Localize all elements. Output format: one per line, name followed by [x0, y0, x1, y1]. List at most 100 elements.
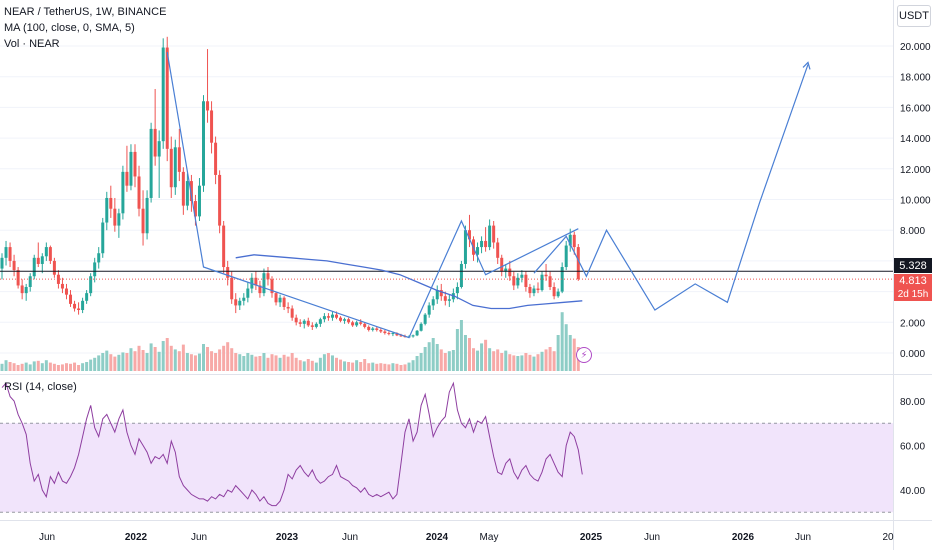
rsi-tick-label: 80.00: [900, 397, 925, 408]
volume-legend[interactable]: Vol · NEAR: [4, 38, 60, 50]
volume-bar: [480, 343, 484, 371]
volume-bar: [347, 362, 351, 371]
volume-bar: [488, 348, 492, 371]
lightning-icon[interactable]: ⚡: [576, 347, 592, 363]
time-tick-label: Jun: [644, 532, 660, 543]
volume-bar: [427, 342, 431, 371]
volume-bar: [52, 363, 56, 371]
time-tick-label: Jun: [191, 532, 207, 543]
candle-body: [20, 285, 24, 294]
volume-bar: [181, 344, 185, 371]
candle-body: [560, 267, 564, 292]
volume-bar: [472, 348, 476, 371]
candle-body: [133, 151, 137, 177]
currency-button[interactable]: USDT: [897, 5, 931, 27]
candle-body: [246, 288, 250, 298]
candle-body: [419, 323, 423, 331]
candle-body: [387, 333, 391, 335]
candle-body: [149, 128, 153, 198]
volume-bar: [77, 365, 81, 371]
volume-bar: [206, 347, 210, 371]
volume-bar: [334, 357, 338, 371]
historic-zigzag-line: [166, 52, 579, 339]
symbol-legend[interactable]: NEAR / TetherUS, 1W, BINANCE: [4, 6, 167, 18]
candle-body: [52, 260, 56, 275]
candle-body: [89, 276, 93, 294]
candle-body: [492, 225, 496, 243]
time-tick-label: 2023: [276, 532, 299, 543]
volume-bar: [28, 364, 32, 371]
moving-average-line: [235, 254, 583, 310]
rsi-line: [1, 381, 583, 507]
volume-bar: [383, 363, 387, 371]
candle-body: [222, 225, 226, 268]
volume-bar: [145, 353, 149, 371]
volume-bar: [48, 362, 52, 371]
volume-bar: [552, 351, 556, 371]
candle-body: [528, 286, 532, 294]
candle-body: [36, 257, 40, 264]
volume-bar: [443, 353, 447, 371]
volume-bar: [105, 350, 109, 371]
rsi-pane: [0, 381, 893, 513]
price-tick-label: 14.000: [900, 134, 931, 145]
candle-body: [40, 256, 44, 264]
rsi-band: [0, 423, 893, 513]
candle-body: [73, 303, 77, 309]
volume-bar: [371, 362, 375, 371]
candle-body: [371, 328, 375, 330]
candle-body: [330, 314, 334, 318]
volume-bar: [572, 338, 576, 371]
candle-body: [206, 101, 210, 111]
ma-legend[interactable]: MA (100, close, 0, SMA, 5): [4, 22, 135, 34]
rsi-legend[interactable]: RSI (14, close): [4, 381, 77, 393]
time-tick-label: Jun: [39, 532, 55, 543]
time-tick-label: 2026: [732, 532, 755, 543]
candle-body: [202, 101, 205, 186]
candle-body: [427, 305, 431, 315]
candle-body: [306, 320, 310, 326]
candle-body: [423, 314, 427, 324]
volume-bar: [282, 354, 286, 371]
candle-body: [254, 277, 258, 286]
volume-bar: [274, 355, 278, 371]
volume-bar: [343, 361, 347, 371]
candle-body: [4, 247, 8, 258]
volume-bar: [463, 335, 467, 371]
volume-bar: [234, 353, 238, 371]
price-tick-label: 12.000: [900, 165, 931, 176]
volume-bar: [60, 364, 64, 371]
candle-body: [93, 262, 97, 277]
candle-body: [181, 171, 185, 206]
projection-drawing: [166, 52, 811, 339]
candle-body: [16, 270, 20, 286]
candle-body: [105, 197, 109, 223]
price-tick-label: 16.000: [900, 103, 931, 114]
time-tick-label: 2024: [426, 532, 449, 543]
candle-body: [242, 297, 246, 301]
volume-bar: [266, 357, 270, 371]
volume-bar: [226, 342, 230, 371]
candle-body: [157, 141, 161, 157]
rsi-tick-label: 40.00: [900, 486, 925, 497]
candle-body: [496, 242, 500, 258]
volume-bar: [387, 364, 391, 371]
candle-body: [282, 297, 286, 307]
volume-bar: [101, 353, 105, 371]
projection-arrowhead: [802, 61, 811, 70]
candle-body: [145, 197, 149, 234]
volume-bar: [435, 344, 439, 371]
volume-bar: [459, 320, 463, 371]
candle-body: [443, 296, 447, 301]
time-tick-label: 2025: [580, 532, 603, 543]
volume-bar: [117, 354, 121, 371]
candle-body: [8, 247, 12, 261]
time-tick-label: Jun: [795, 532, 811, 543]
volume-bar: [431, 338, 435, 371]
volume-bar: [520, 355, 524, 371]
candle-body: [234, 299, 238, 306]
volume-bar: [322, 354, 326, 371]
candle-body: [141, 208, 145, 234]
volume-bar: [16, 365, 20, 371]
candle-body: [395, 333, 399, 336]
